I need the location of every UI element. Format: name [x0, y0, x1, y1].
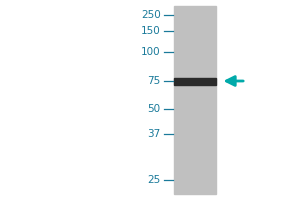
Bar: [174, 6, 216, 194]
Text: 50: 50: [147, 104, 161, 114]
Text: 100: 100: [141, 47, 161, 57]
Bar: [174, 77, 216, 84]
Text: 25: 25: [147, 175, 161, 185]
Text: 150: 150: [141, 26, 160, 36]
Text: 37: 37: [147, 129, 161, 139]
Text: 250: 250: [141, 10, 160, 20]
Text: 75: 75: [147, 76, 161, 86]
